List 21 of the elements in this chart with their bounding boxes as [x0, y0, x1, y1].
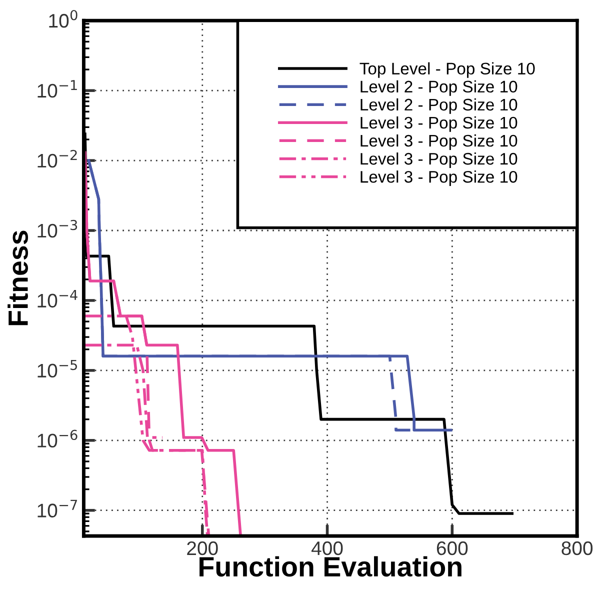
legend-label: Level 3 - Pop Size 10: [360, 134, 518, 150]
legend-label: Level 3 - Pop Size 10: [360, 170, 518, 186]
legend-label: Top Level - Pop Size 10: [360, 62, 535, 78]
x-tick-label: 600: [436, 541, 468, 556]
legend-label: Level 3 - Pop Size 10: [360, 152, 518, 168]
y-tick-label: 10$^{−5}$: [38, 360, 77, 378]
y-tick-label: 10$^{0}$: [49, 10, 78, 28]
y-tick-label: 10$^{−4}$: [38, 290, 78, 308]
x-axis-title: Function Evaluation: [200, 556, 462, 577]
y-tick-label: 10$^{−3}$: [38, 220, 78, 238]
y-tick-label: 10$^{−1}$: [38, 80, 77, 98]
legend-label: Level 2 - Pop Size 10: [360, 80, 518, 96]
x-tick-label: 200: [187, 541, 218, 556]
y-axis-title: Fitness: [8, 230, 28, 326]
x-tick-label: 400: [312, 541, 343, 556]
y-tick-label: 10$^{−7}$: [38, 500, 77, 518]
y-tick-label: 10$^{−2}$: [38, 150, 77, 168]
legend-label: Level 2 - Pop Size 10: [360, 98, 518, 114]
legend-label: Level 3 - Pop Size 10: [360, 116, 518, 132]
x-tick-label: 800: [562, 541, 593, 556]
y-tick-label: 10$^{−6}$: [38, 430, 78, 448]
